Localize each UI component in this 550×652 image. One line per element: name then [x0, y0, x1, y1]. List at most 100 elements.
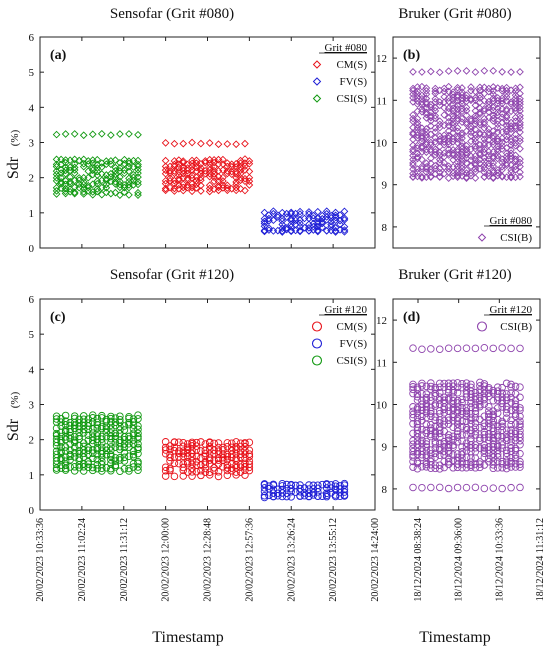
data-point [458, 88, 466, 96]
data-point [188, 460, 196, 468]
data-point [427, 412, 435, 420]
data-point [435, 168, 444, 177]
y-tick-label: 10 [376, 138, 388, 150]
data-point [471, 392, 480, 401]
data-point [498, 437, 506, 446]
data-point [305, 227, 313, 235]
data-point [134, 169, 142, 178]
data-point [462, 430, 471, 439]
data-point [89, 466, 97, 475]
data-point [449, 423, 457, 431]
data-point [409, 403, 417, 411]
data-point [282, 224, 291, 232]
data-point [516, 393, 524, 402]
data-point [241, 463, 249, 471]
y-tick-label: 2 [29, 173, 35, 185]
data-point [134, 160, 142, 169]
data-point [431, 416, 440, 425]
data-point [227, 439, 236, 447]
data-point [435, 117, 444, 125]
data-point [409, 383, 417, 391]
data-point [210, 158, 218, 167]
data-point [409, 159, 417, 167]
data-point [287, 208, 295, 217]
data-point [449, 104, 457, 113]
data-point [188, 162, 196, 171]
data-point [476, 129, 484, 137]
y-tick-label: 11 [376, 95, 387, 107]
data-point [516, 460, 524, 469]
data-point [422, 395, 431, 404]
data-point [489, 159, 498, 167]
data-point [66, 173, 74, 181]
data-point [291, 214, 300, 222]
data-point [427, 393, 435, 401]
data-point [98, 432, 106, 441]
data-point [120, 426, 129, 434]
y-tick-label: 12 [376, 315, 387, 327]
data-point [440, 93, 449, 101]
data-point [183, 440, 192, 448]
data-point [52, 130, 61, 139]
data-point [223, 184, 232, 192]
data-point [79, 131, 88, 140]
data-point [245, 460, 254, 469]
data-point [498, 145, 507, 153]
data-point [79, 429, 88, 437]
data-point [201, 460, 210, 469]
data-point [493, 383, 502, 391]
data-point [287, 480, 295, 489]
data-point [516, 124, 524, 132]
data-point [161, 438, 170, 446]
data-point [205, 468, 214, 476]
data-point [467, 380, 475, 389]
data-point [453, 173, 462, 182]
data-point [197, 447, 205, 455]
data-point [232, 438, 240, 446]
data-point [462, 390, 471, 398]
data-point [444, 443, 453, 452]
data-point [476, 436, 484, 445]
x-tick-label: 18/12/2024 09:36:00 [454, 518, 465, 602]
data-point [111, 435, 120, 443]
data-point [107, 425, 115, 433]
data-point [458, 158, 466, 167]
data-point [192, 467, 201, 476]
x-tick-label: 20/02/2023 14:24:00 [370, 518, 381, 602]
data-point [480, 139, 489, 147]
data-point [166, 453, 174, 462]
data-point [498, 459, 506, 468]
data-point [453, 108, 462, 117]
data-point [449, 413, 457, 421]
data-point [227, 184, 236, 193]
data-point [476, 402, 484, 411]
data-point [462, 404, 471, 412]
data-point [175, 438, 183, 446]
data-point [93, 464, 102, 473]
data-point [66, 187, 74, 196]
data-point [296, 222, 304, 231]
legend-label: CSI(B) [500, 321, 532, 333]
data-point [471, 409, 480, 418]
data-point [444, 162, 453, 171]
data-point [516, 168, 524, 177]
data-point [116, 415, 124, 424]
data-point [318, 223, 327, 232]
data-point [260, 493, 269, 502]
data-point [444, 87, 453, 96]
panel-d-xlabel: Timestamp [419, 629, 490, 646]
data-point [440, 103, 449, 112]
data-point [426, 165, 435, 174]
data-point [245, 167, 254, 176]
panel-b: 8 9 10 11 12 (b) Grit #080 CSI(B) [376, 36, 541, 249]
data-point [471, 174, 480, 182]
data-point [453, 154, 462, 163]
data-point [426, 67, 435, 76]
data-point [476, 460, 484, 468]
data-point [489, 421, 498, 429]
data-point [511, 444, 520, 453]
data-point [480, 118, 489, 127]
data-point [409, 155, 417, 164]
data-point [516, 144, 524, 153]
data-point [453, 427, 462, 436]
